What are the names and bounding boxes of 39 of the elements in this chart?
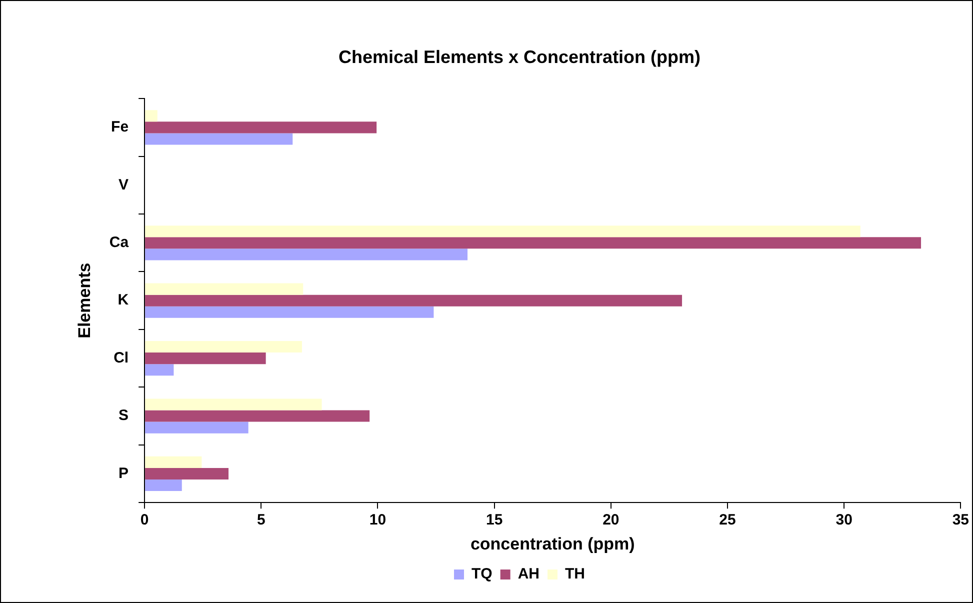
bar (145, 122, 377, 134)
bar (145, 133, 293, 145)
bar (145, 341, 302, 353)
bar (145, 237, 922, 249)
bar (145, 410, 370, 422)
legend-label: TH (565, 566, 585, 583)
bar (145, 226, 860, 238)
bar (145, 248, 468, 260)
x-tick-label: 15 (486, 512, 503, 529)
legend-label: AH (518, 566, 540, 583)
y-tick-label: S (118, 407, 129, 424)
bar (145, 283, 304, 295)
x-tick-label: 35 (952, 512, 969, 529)
y-tick-label: Ca (109, 234, 130, 252)
x-tick-label: 0 (140, 512, 149, 529)
bar (145, 480, 182, 492)
x-tick-label: 25 (719, 512, 736, 529)
chart-title: Chemical Elements x Concentration (ppm) (338, 46, 701, 67)
bar (145, 294, 682, 306)
y-tick-label: Cl (114, 349, 129, 366)
x-tick-label: 10 (369, 512, 386, 529)
bar (145, 306, 434, 318)
x-tick-label: 20 (602, 512, 620, 529)
y-tick-label: P (118, 464, 129, 482)
x-axis-title: concentration (ppm) (470, 534, 635, 554)
bar (145, 398, 322, 410)
x-tick-label: 5 (256, 512, 266, 529)
bar (145, 110, 158, 122)
y-tick-label: K (118, 292, 129, 309)
y-axis-title: Elements (74, 262, 94, 338)
bar (145, 364, 174, 376)
bar (145, 422, 248, 434)
bar (145, 352, 266, 364)
x-tick-label: 30 (836, 512, 852, 529)
bar (145, 468, 229, 480)
y-tick-label: V (118, 176, 129, 194)
legend-label: TQ (472, 566, 493, 583)
bar (145, 456, 202, 468)
y-tick-label: Fe (111, 118, 129, 136)
